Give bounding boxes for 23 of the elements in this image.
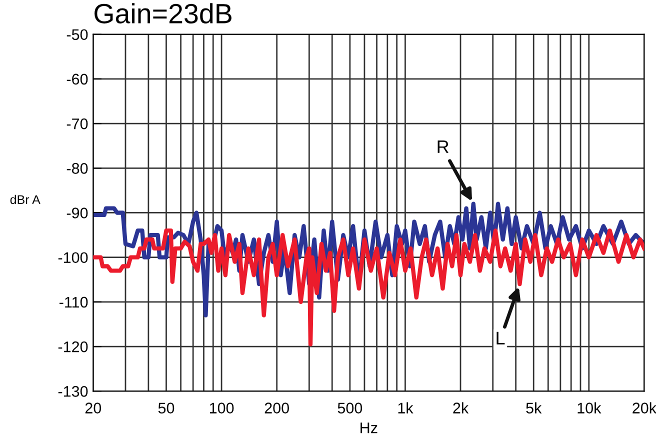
x-axis-title: Hz: [360, 422, 378, 434]
y-tick-label: -100: [58, 252, 88, 264]
y-tick-label: -110: [60, 296, 88, 308]
y-tick-label: -80: [66, 163, 88, 174]
x-tick-label: 20: [85, 402, 102, 414]
y-tick-label: -90: [66, 208, 88, 218]
x-tick-label: 10k: [578, 402, 602, 414]
y-tick-label: -70: [66, 118, 88, 130]
annotation: L: [496, 332, 505, 344]
chart-title: Gain=23dB: [94, 3, 232, 24]
x-tick-label: 500: [338, 402, 362, 414]
y-tick-label: -120: [58, 341, 88, 352]
x-tick-label: 5k: [526, 402, 542, 414]
x-tick-label: 100: [210, 402, 234, 414]
y-axis-title: dBr A: [10, 194, 40, 204]
y-tick-label: -130: [58, 386, 88, 397]
x-tick-label: 1k: [398, 402, 414, 414]
y-tick-label: -60: [66, 74, 88, 85]
x-tick-label: 50: [158, 402, 174, 414]
x-tick-label: 2k: [453, 402, 469, 414]
y-tick-label: -50: [66, 29, 88, 40]
x-tick-label: 200: [264, 402, 289, 414]
annotation: R: [438, 140, 449, 153]
